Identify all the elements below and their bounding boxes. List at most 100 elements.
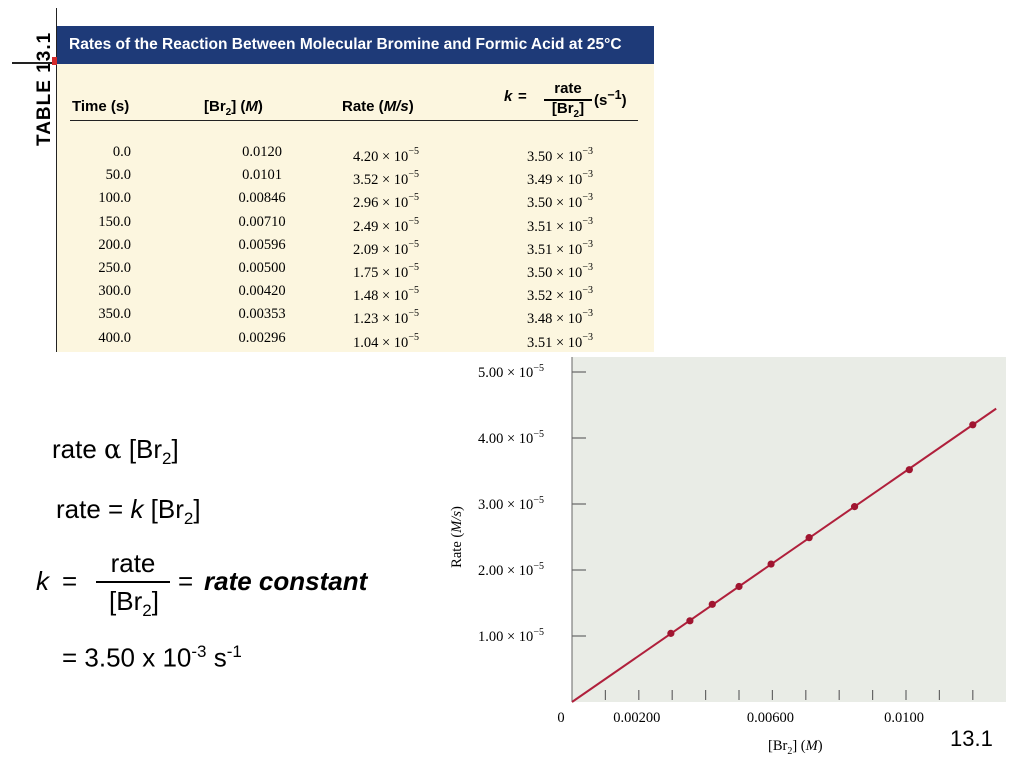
definition-denominator-subscript: 2 [142,601,152,621]
cell-concentration: 0.00420 [238,283,286,300]
cell-rate-exponent: −5 [408,215,419,227]
definition-equals-1: = [62,566,78,596]
cell-k-exponent: −3 [582,285,593,297]
cell-k-mantissa: 3.49 × 10 [527,172,583,189]
table-row: 50.0 0.0101 3.52 × 10−5 3.49 × 10−3 [57,164,654,188]
cell-rate-exponent: −5 [408,285,419,297]
cell-time: 50.0 [105,167,131,184]
cell-time: 150.0 [98,213,131,230]
cell-k-mantissa: 3.51 × 10 [527,334,583,351]
column-header-k-equals: = [518,88,527,105]
definition-k: k [36,566,49,596]
x-axis-label: [Br2] (M) [768,738,823,757]
cell-rate-exponent: −5 [408,308,419,320]
cell-k-exponent: −3 [582,146,593,157]
cell-rate-constant: 3.51 × 10−3 [527,327,593,355]
cell-concentration: 0.00296 [238,329,286,346]
column-header-k-numerator: rate [554,80,582,97]
rate-law-subscript: 2 [183,509,194,529]
cell-rate: 2.09 × 10−5 [353,234,419,262]
table-tag-vertical-rule [56,8,57,352]
y-tick-label: 4.00 × 10−5 [478,429,544,447]
value-unit: s [206,642,227,673]
definition-numerator: rate [110,548,156,578]
column-header-concentration-text2: ] ( [231,98,246,115]
cell-concentration: 0.00500 [238,260,286,276]
cell-time: 0.0 [112,144,131,160]
cell-k-mantissa: 3.50 × 10 [527,264,583,281]
cell-concentration: 0.00846 [238,190,286,207]
cell-rate-constant: 3.51 × 10−3 [527,234,593,262]
column-header-concentration-subscript: 2 [225,107,232,118]
column-header-rate-close: ) [408,98,414,115]
data-point [667,629,675,637]
cell-k-exponent: −3 [582,192,593,204]
proportionality-symbol: α [104,435,122,465]
table-title-bar: Rates of the Reaction Between Molecular … [57,26,654,64]
x-tick-label: 0.00600 [747,710,794,726]
column-header-rate-constant: k = rate [Br2] (s−1) [504,80,644,120]
cell-rate-mantissa: 2.49 × 10 [353,218,409,235]
slide-number: 13.1 [950,726,993,751]
cell-rate-mantissa: 1.04 × 10 [353,334,409,351]
value-number: = 3.50 x 10 [62,642,192,673]
table-row: 300.0 0.00420 1.48 × 10−5 3.52 × 10−3 [57,280,654,304]
cell-concentration: 0.0101 [242,167,282,184]
cell-rate-mantissa: 3.52 × 10 [353,172,409,189]
x-tick-label: 0.00200 [613,710,660,726]
proportionality-subscript: 2 [162,449,172,469]
plot-area [572,357,1006,702]
cell-k-mantissa: 3.51 × 10 [527,241,583,258]
y-axis-label: Rate (M/s) [449,506,465,568]
cell-time: 200.0 [98,236,131,253]
cell-time: 350.0 [98,306,131,323]
data-point [735,582,743,591]
table-row: 200.0 0.00596 2.09 × 10−5 3.51 × 10−3 [57,234,654,258]
cell-rate-exponent: −5 [408,192,419,204]
data-point [905,466,913,474]
cell-time: 250.0 [98,260,131,276]
y-tick-label: 3.00 × 10−5 [478,495,544,513]
cell-k-exponent: −3 [582,238,593,250]
rate-constant-value: = 3.50 x 10-3 s-1 [62,642,242,674]
table-row: 400.0 0.00296 1.04 × 10−5 3.51 × 10−3 [57,327,654,351]
cell-rate-constant: 3.50 × 10−3 [527,141,593,169]
cell-rate: 3.52 × 10−5 [353,164,419,192]
table-row: 100.0 0.00846 2.96 × 10−5 3.50 × 10−3 [57,187,654,211]
rate-law-close: ] [193,494,201,524]
column-header-concentration-text: [Br [204,98,226,115]
column-header-concentration-unit: M [245,98,258,115]
cell-k-exponent: −3 [582,215,593,227]
table-tag-marker [52,57,60,65]
cell-k-mantissa: 3.50 × 10 [527,148,583,165]
definition-term: rate constant [204,566,368,596]
rate-constant-definition: k = rate [Br2] = rate constant [36,548,436,628]
cell-rate-mantissa: 2.96 × 10 [353,195,409,212]
cell-k-exponent: −3 [582,331,593,343]
cell-rate-constant: 3.52 × 10−3 [527,280,593,308]
definition-denominator: [Br2] [94,586,174,621]
cell-rate-constant: 3.50 × 10−3 [527,187,593,215]
cell-rate-exponent: −5 [408,169,419,181]
column-header-k-unit-text: (s [594,92,608,109]
cell-rate: 2.96 × 10−5 [353,187,419,215]
column-header-k-denominator-text: [Br [551,100,574,117]
proportionality-equation: rate α [Br2] [52,434,179,469]
cell-rate: 1.75 × 10−5 [353,257,419,285]
fit-line [571,407,997,703]
column-header-k-unit: (s−1) [594,88,627,109]
cell-k-exponent: −3 [582,169,593,181]
definition-denominator-close: ] [151,586,159,616]
column-header-rate-text: Rate ( [342,98,384,115]
data-point [969,421,977,429]
column-header-k-unit-close: ) [621,92,627,109]
cell-k-mantissa: 3.48 × 10 [527,311,583,328]
column-header-concentration-close: ) [257,98,263,115]
cell-rate-mantissa: 2.09 × 10 [353,241,409,258]
rate-law-k: k [130,494,144,524]
table-tag-horizontal-rule [12,62,60,64]
cell-rate-mantissa: 1.75 × 10 [353,264,409,281]
column-header-concentration: [Br2] (M) [204,98,263,118]
definition-equals-2: = [178,566,194,596]
cell-rate-constant: 3.49 × 10−3 [527,164,593,192]
